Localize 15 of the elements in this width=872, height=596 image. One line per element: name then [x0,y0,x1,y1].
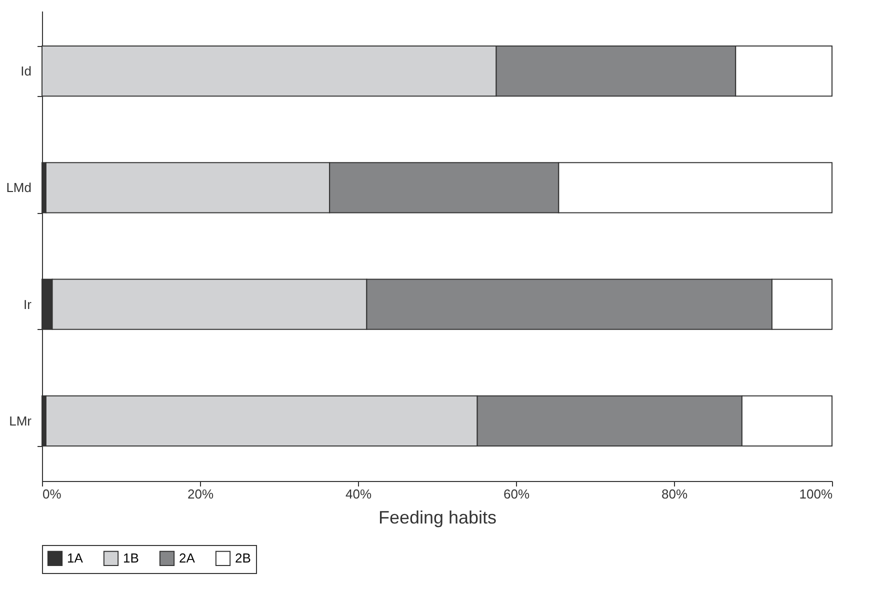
x-tick-label: 20% [187,486,214,502]
x-tick-label: 0% [42,486,62,502]
x-tick-label: 60% [503,486,530,502]
y-tick-label: Id [20,64,32,79]
y-tick-label: LMr [9,413,32,428]
legend-label: 1B [123,550,139,566]
legend-label: 2A [179,550,196,566]
x-axis-title: Feeding habits [378,508,497,528]
legend-label: 2B [235,550,251,566]
x-tick-label: 40% [345,486,372,502]
y-tick-label: LMd [6,180,32,196]
x-tick-label: 80% [661,486,688,502]
x-tick-label: 100% [799,486,833,502]
y-tick-label: Ir [24,296,32,312]
legend-label: 1A [67,550,84,566]
